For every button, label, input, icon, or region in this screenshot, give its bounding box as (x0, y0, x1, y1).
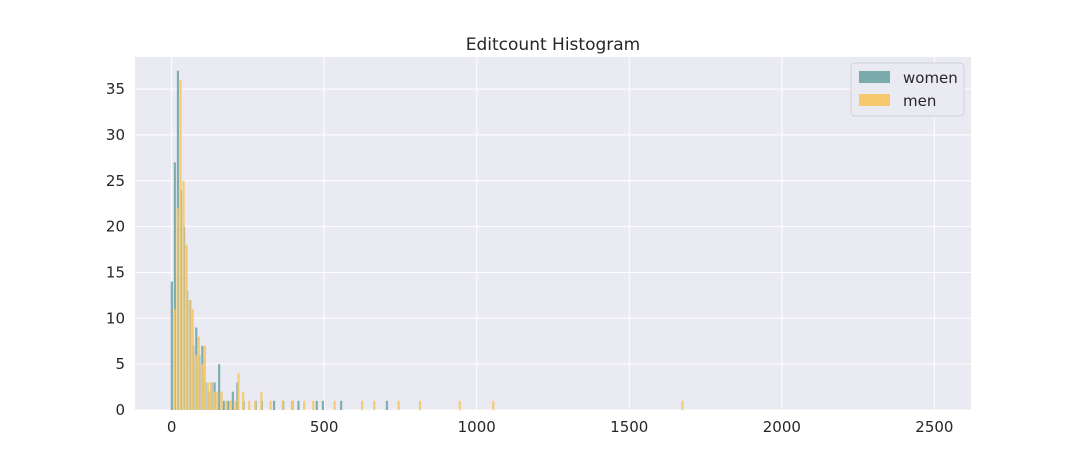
y-tick-label: 10 (106, 309, 125, 327)
legend-label-women: women (903, 69, 958, 87)
bar-men (281, 400, 284, 410)
bar-women (385, 400, 389, 410)
bar-men (191, 309, 194, 410)
x-tick-label: 500 (310, 418, 339, 436)
bar-women (222, 400, 225, 410)
bar-women (227, 400, 230, 410)
legend-swatch-men (859, 94, 890, 106)
plot-background (135, 57, 971, 410)
bar-men (397, 400, 400, 410)
bar-men (681, 400, 684, 410)
bar-men (234, 400, 237, 410)
chart-title: Editcount Histogram (466, 35, 640, 55)
legend: women men (850, 62, 965, 117)
bar-men (254, 400, 257, 410)
legend-swatch-women (859, 71, 890, 83)
bar-men (213, 391, 216, 410)
bar-men (225, 400, 228, 410)
y-tick-label: 25 (106, 172, 125, 190)
bar-men (173, 309, 176, 410)
y-tick-labels: 0 5 10 15 20 25 30 35 (106, 80, 125, 419)
y-tick-label: 5 (115, 355, 125, 373)
x-tick-label: 1500 (610, 418, 648, 436)
bar-men (194, 354, 197, 410)
bar-men (248, 400, 251, 410)
bar-men (200, 364, 203, 410)
bar-women (272, 400, 276, 410)
bar-women (340, 400, 343, 410)
bar-men (269, 400, 272, 410)
bar-women (173, 162, 176, 410)
bar-men (229, 400, 232, 410)
bar-women (315, 400, 318, 410)
y-tick-label: 15 (106, 263, 125, 281)
bar-men (290, 400, 294, 410)
y-tick-label: 20 (106, 218, 125, 236)
bar-men (197, 336, 200, 410)
x-tick-labels: 0 500 1000 1500 2000 2500 (167, 418, 954, 436)
bar-men (260, 391, 263, 410)
bar-men (360, 400, 364, 410)
bar-men (182, 180, 185, 410)
bar-men (312, 400, 315, 410)
x-tick-label: 1000 (458, 418, 496, 436)
bars-group (170, 70, 684, 411)
bar-men (458, 400, 461, 410)
bar-men (209, 382, 213, 410)
bar-men (303, 400, 306, 410)
x-tick-label: 0 (167, 418, 177, 436)
x-tick-label: 2000 (763, 418, 801, 436)
bar-men (203, 345, 207, 410)
y-tick-label: 35 (106, 80, 125, 98)
bar-women (231, 391, 234, 410)
bar-men (206, 382, 210, 410)
bar-men (418, 400, 422, 410)
bar-women (321, 400, 324, 410)
bar-men (176, 208, 179, 410)
bar-men (188, 299, 191, 410)
legend-label-men: men (903, 92, 936, 110)
y-tick-label: 0 (115, 401, 125, 419)
bar-men (185, 244, 188, 410)
y-tick-label: 30 (106, 126, 125, 144)
bar-men (333, 400, 336, 410)
bar-women (170, 281, 173, 410)
bar-men (241, 391, 245, 410)
bar-men (216, 391, 219, 410)
bar-men (373, 400, 376, 410)
bar-men (237, 373, 240, 410)
bar-men (492, 400, 495, 410)
bar-women (218, 364, 221, 410)
bar-men (179, 79, 182, 411)
bar-men (220, 391, 223, 410)
bar-women (297, 400, 300, 410)
x-tick-label: 2500 (915, 418, 953, 436)
